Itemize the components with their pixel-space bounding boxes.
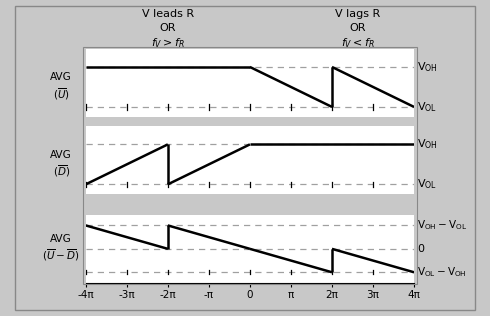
- Text: AVG
$(\overline{U})$: AVG $(\overline{U})$: [50, 72, 72, 101]
- Text: AVG
$(\overline{U} - \overline{D})$: AVG $(\overline{U} - \overline{D})$: [43, 234, 80, 264]
- Text: $\mathregular{V_{OH}}$: $\mathregular{V_{OH}}$: [417, 60, 438, 74]
- Text: $\mathregular{V_{OH} - V_{OL}}$: $\mathregular{V_{OH} - V_{OL}}$: [417, 219, 467, 232]
- Text: V lags R
OR
$f_V < f_R$: V lags R OR $f_V < f_R$: [335, 9, 381, 51]
- Text: 0: 0: [417, 244, 424, 254]
- Text: AVG
$(\overline{D})$: AVG $(\overline{D})$: [50, 150, 72, 179]
- Text: $\mathregular{V_{OL}}$: $\mathregular{V_{OL}}$: [417, 100, 438, 114]
- Text: $\mathregular{V_{OL}}$: $\mathregular{V_{OL}}$: [417, 178, 438, 191]
- Text: $\mathregular{V_{OH}}$: $\mathregular{V_{OH}}$: [417, 137, 438, 151]
- Text: V leads R
OR
$f_V > f_R$: V leads R OR $f_V > f_R$: [142, 9, 194, 51]
- Text: $\mathregular{V_{OL} - V_{OH}}$: $\mathregular{V_{OL} - V_{OH}}$: [417, 265, 467, 279]
